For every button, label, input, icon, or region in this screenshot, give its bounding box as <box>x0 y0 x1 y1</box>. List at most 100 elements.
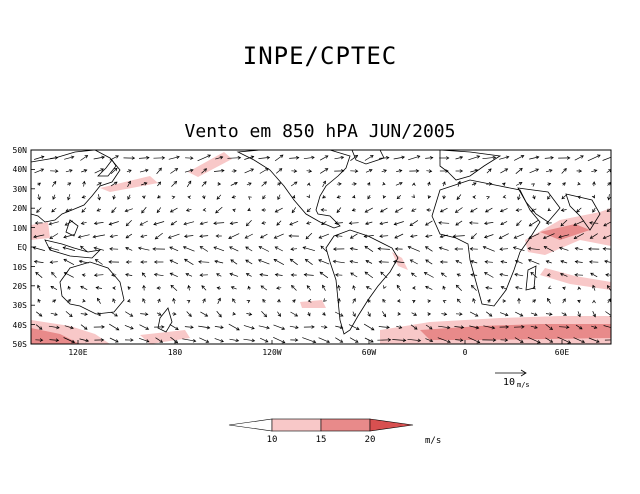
wind-vector-head <box>502 299 507 303</box>
wind-vector <box>485 261 493 263</box>
wind-vector <box>83 181 85 187</box>
wind-vector <box>482 156 496 160</box>
wind-vector-head <box>258 245 263 250</box>
wind-vector-head <box>112 286 116 290</box>
wind-vector-head <box>37 284 41 289</box>
wind-vector-head <box>520 155 525 159</box>
wind-vector <box>306 285 312 291</box>
wind-vector-head <box>332 259 337 264</box>
wind-vector <box>244 168 254 174</box>
wind-vector <box>499 273 509 277</box>
wind-vector <box>245 233 253 239</box>
wind-vector <box>408 246 420 252</box>
wind-vector-head <box>499 247 503 251</box>
wind-vector-head <box>213 246 218 250</box>
wind-vector-head <box>534 325 538 329</box>
wind-vector-head <box>199 246 204 250</box>
wind-vector <box>142 272 146 278</box>
wind-vector <box>34 261 44 263</box>
wind-vector <box>426 170 432 172</box>
wind-vector <box>392 339 406 341</box>
wind-vector <box>51 207 57 213</box>
wind-vector-head <box>399 181 403 186</box>
colorbar-label-20: 20 <box>365 435 376 445</box>
wind-vector <box>513 246 525 252</box>
wind-vector-head <box>101 325 105 329</box>
wind-vector-head <box>265 168 269 172</box>
wind-vector <box>559 247 569 251</box>
vector-scale-legend: 10 m/s <box>495 369 530 389</box>
wind-vector-head <box>370 339 374 343</box>
wind-vector-head <box>190 168 194 173</box>
wind-vector-head <box>281 340 286 344</box>
wind-vector-head <box>187 180 192 185</box>
wind-vector <box>592 207 596 213</box>
wind-vector-head <box>80 245 84 250</box>
wind-vector <box>258 157 270 159</box>
wind-vector <box>411 272 417 278</box>
wind-vector <box>306 221 312 225</box>
wind-vector-head <box>145 168 149 173</box>
wind-vector <box>185 273 193 277</box>
wind-vector-head <box>127 286 131 290</box>
wind-vector-head <box>605 273 609 277</box>
wind-vector-head <box>52 299 57 303</box>
wind-vector <box>246 313 252 315</box>
wind-vector <box>79 338 89 342</box>
wind-vector-head <box>77 235 82 239</box>
wind-vector-head <box>378 260 383 264</box>
wind-vector-head <box>483 234 488 239</box>
wind-vector <box>574 233 584 239</box>
wind-vector-head <box>398 325 403 329</box>
wind-vector-head <box>527 246 532 251</box>
wind-vector-head <box>438 246 443 251</box>
wind-vector-head <box>291 194 296 199</box>
wind-vector-head <box>250 168 255 172</box>
wind-vector <box>483 246 495 252</box>
wind-vector <box>516 220 522 226</box>
wind-vector-head <box>459 155 464 160</box>
wind-vector <box>171 220 177 226</box>
wind-vector-head <box>94 259 99 263</box>
wind-vector <box>198 261 210 263</box>
wind-vector-head <box>35 271 39 276</box>
colorbar-unit: m/s <box>425 436 441 446</box>
wind-vector <box>63 258 75 266</box>
wind-vector <box>48 325 60 329</box>
wind-vector <box>259 337 269 343</box>
wind-vector-head <box>261 221 265 225</box>
wind-vector <box>95 259 103 265</box>
wind-vector-head <box>332 247 337 251</box>
wind-vector <box>363 323 375 331</box>
wind-vector-head <box>188 313 192 318</box>
wind-vector-head <box>416 155 421 159</box>
wind-vector <box>63 234 75 238</box>
wind-vector <box>230 182 238 186</box>
wind-vector <box>170 168 178 174</box>
wind-vector <box>156 207 162 213</box>
wind-vector-head <box>281 326 286 330</box>
wind-vector-head <box>182 245 187 250</box>
wind-vector <box>261 181 267 187</box>
wind-vector-head <box>355 326 360 330</box>
wind-vector-head <box>351 208 356 212</box>
wind-vector-head <box>574 246 579 251</box>
wind-vector-head <box>229 221 234 226</box>
wind-vector-head <box>95 286 100 290</box>
wind-vector-head <box>232 208 236 213</box>
wind-vector-head <box>229 246 233 250</box>
wind-vector-head <box>528 223 533 227</box>
wind-vector-head <box>367 181 371 186</box>
wind-vector-head <box>487 298 491 303</box>
wind-vector-head <box>425 222 429 226</box>
wind-vector-head <box>230 286 235 290</box>
wind-vector-head <box>247 285 251 290</box>
wind-vector <box>34 168 44 174</box>
wind-vector <box>229 246 239 252</box>
wind-vector <box>365 260 373 264</box>
wind-vector <box>528 259 540 265</box>
wind-vector-head <box>530 271 534 276</box>
wind-vector-head <box>413 326 418 330</box>
wind-vector-head <box>527 259 532 263</box>
wind-vector-head <box>364 209 369 213</box>
